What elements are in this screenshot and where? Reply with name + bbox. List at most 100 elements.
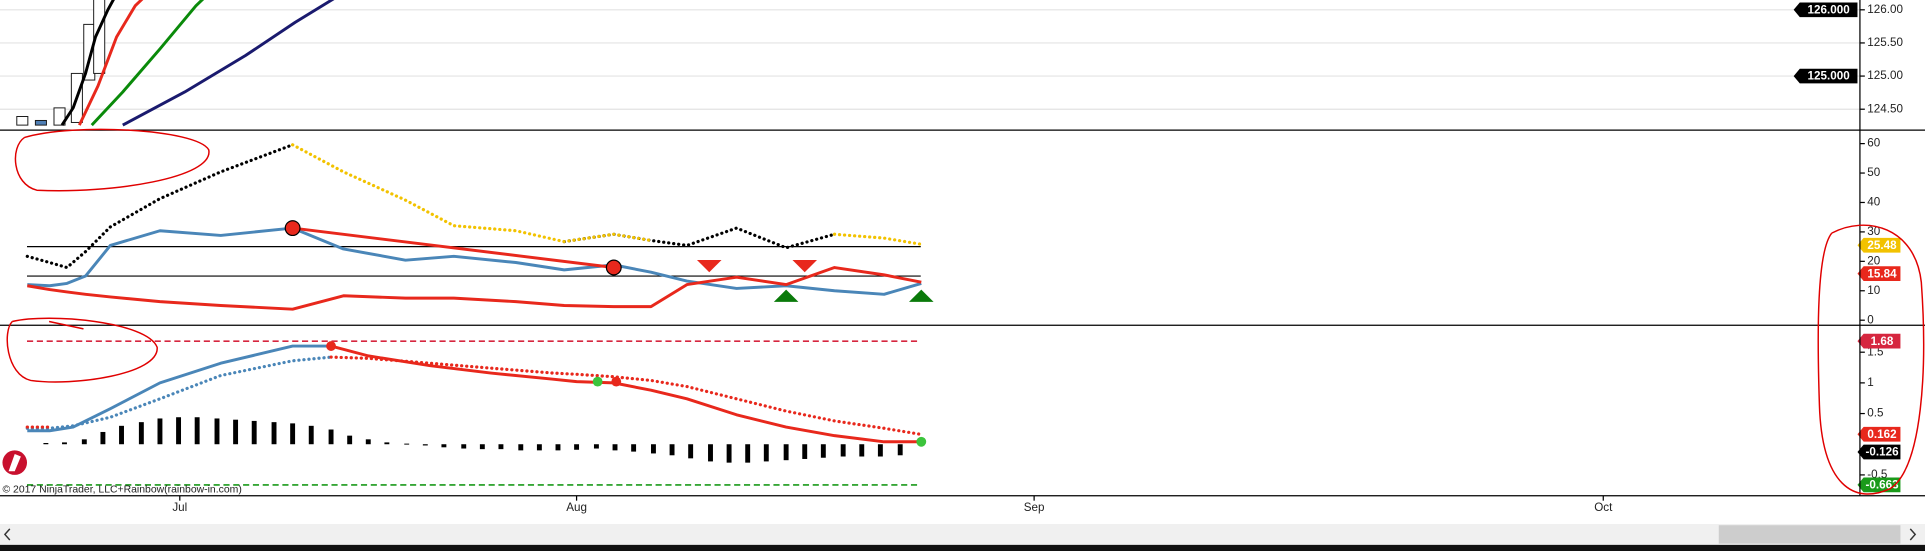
histogram-bar — [555, 444, 561, 451]
signal-marker — [284, 220, 301, 237]
indicator-line — [78, 0, 144, 126]
signal-marker — [792, 259, 818, 273]
value-tag-label: 0.162 — [1867, 428, 1897, 441]
histogram-bar — [176, 417, 182, 445]
histogram-bar — [347, 435, 353, 445]
taskbar-edge — [0, 544, 1925, 551]
scrollbar[interactable] — [0, 524, 1925, 545]
y-tick-label: 50 — [1867, 166, 1880, 179]
value-tag-label: 1.68 — [1871, 335, 1894, 348]
y-tick-label: 0 — [1867, 313, 1874, 326]
value-tag-label: 125.000 — [1808, 70, 1850, 83]
value-tag — [1857, 444, 1901, 460]
y-tick-label: 60 — [1867, 137, 1880, 150]
histogram-bar — [708, 444, 713, 462]
histogram-bar — [688, 444, 694, 459]
indicator-line — [27, 226, 922, 296]
panel: 124.50 125.00 125.50 126.00 126.000 125.000 — [0, 0, 1903, 127]
signal-marker — [773, 289, 799, 302]
histogram-bar — [763, 444, 769, 462]
candle — [53, 107, 66, 126]
plot-area — [0, 0, 1860, 127]
signal-marker — [611, 376, 622, 387]
value-tag-label: 126.000 — [1808, 4, 1850, 17]
histogram-bar — [651, 444, 656, 454]
y-tick-label: 125.00 — [1867, 69, 1903, 82]
plot-area — [25, 143, 934, 311]
y-tick-label: 0.5 — [1867, 407, 1883, 420]
value-tag — [1793, 2, 1858, 18]
signal-marker — [592, 376, 603, 387]
histogram-bar — [877, 444, 883, 457]
plot-area — [25, 340, 927, 486]
signal-marker — [916, 436, 927, 447]
histogram-bar — [308, 425, 314, 445]
histogram-bar — [404, 443, 410, 445]
histogram-bar — [479, 444, 485, 450]
histogram-bar — [441, 444, 447, 448]
histogram-bar — [574, 444, 580, 450]
histogram-bar — [669, 444, 675, 456]
histogram-bar — [612, 444, 618, 451]
y-tick-label: 124.50 — [1867, 102, 1903, 115]
histogram-bar — [43, 443, 49, 445]
histogram-bar — [498, 444, 504, 450]
value-tag — [1857, 426, 1901, 442]
signal-marker — [696, 259, 722, 273]
histogram-bar — [593, 444, 599, 449]
scroll-left[interactable] — [3, 528, 11, 541]
histogram-bar — [100, 431, 106, 445]
histogram-bar — [328, 429, 334, 445]
histogram-bar — [783, 444, 789, 461]
histogram-bar — [897, 444, 903, 456]
candle — [34, 119, 47, 126]
x-tick-label: Sep — [1024, 501, 1045, 514]
histogram-bar — [536, 444, 542, 451]
y-tick-label: 20 — [1867, 254, 1880, 267]
y-tick-label: 125.50 — [1867, 36, 1903, 49]
histogram-bar — [802, 444, 808, 459]
histogram-bar — [290, 423, 296, 445]
value-tag-label: -0.126 — [1865, 446, 1899, 459]
indicator-line — [60, 0, 115, 126]
value-tag-label: 25.48 — [1867, 239, 1897, 252]
indicator-line — [25, 355, 333, 430]
value-tag — [1793, 68, 1858, 84]
x-tick-label: Oct — [1594, 501, 1613, 514]
y-tick-label: 40 — [1867, 196, 1880, 209]
value-tag — [1857, 237, 1901, 253]
histogram-bar — [840, 444, 846, 457]
histogram-bar — [422, 444, 428, 446]
histogram-bar — [194, 417, 200, 445]
histogram-bar — [859, 444, 865, 457]
histogram-bar — [631, 444, 637, 452]
indicator-line — [25, 355, 923, 437]
histogram-bar — [726, 444, 732, 463]
histogram-bar — [384, 442, 390, 445]
histogram-bar — [820, 444, 826, 458]
y-tick-label: 30 — [1867, 225, 1880, 238]
indicator-line — [27, 266, 922, 311]
value-tag — [1857, 266, 1901, 281]
y-tick-label: 1 — [1867, 376, 1873, 389]
histogram-bar — [461, 444, 467, 449]
histogram-bar — [62, 442, 67, 445]
scroll-right[interactable] — [1909, 528, 1917, 541]
histogram-bar — [251, 420, 257, 445]
y-tick-label: 1.5 — [1867, 345, 1883, 358]
indicator-line — [90, 0, 205, 127]
y-tick-label: 10 — [1867, 284, 1880, 297]
histogram-bar — [119, 425, 124, 445]
signal-marker — [605, 259, 622, 276]
histogram-bar — [365, 439, 371, 445]
logo — [2, 450, 28, 475]
histogram-bar — [138, 422, 144, 445]
candle — [16, 116, 29, 126]
panel: 0 10 20 30 40 50 60 25.48 15.84 — [25, 137, 1901, 326]
histogram-bar — [157, 418, 163, 445]
scroll-thumb[interactable] — [1718, 525, 1901, 544]
plot-layers: 124.50 125.00 125.50 126.00 126.000 125.000 0 1… — [0, 0, 1903, 514]
value-tag — [1857, 333, 1901, 349]
